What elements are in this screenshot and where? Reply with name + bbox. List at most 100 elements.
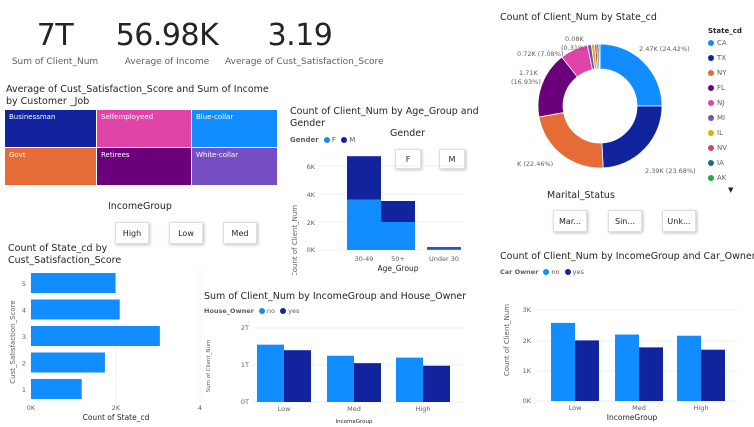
house-bars-xtick-med: Med: [347, 405, 361, 413]
age-chart-ylabel: Count of Client_Num: [291, 205, 299, 275]
age-bar-m-0[interactable]: [347, 156, 381, 200]
age-tick-6k: 6K: [307, 163, 316, 171]
legend-dot: [708, 160, 714, 166]
age-chart: Count of Client_Num 6K 4K 2K 0K 30-49 50+…: [291, 156, 463, 275]
car-tick-2k: 2K: [523, 337, 532, 345]
car-bars-no-high[interactable]: [677, 335, 701, 401]
donut-label-tx: 2.39K (23.68%): [645, 167, 696, 175]
donut-slice-ca[interactable]: [599, 43, 663, 107]
car-chart-xlabel: IncomeGroup: [607, 413, 658, 422]
legend-label: NY: [717, 69, 727, 77]
donut-slice-tx[interactable]: [601, 105, 663, 169]
legend-dot: [708, 175, 714, 181]
legend-dot: [708, 130, 714, 136]
state-bar-4[interactable]: [31, 299, 120, 320]
donut-legend-item-ny[interactable]: NY: [708, 69, 750, 84]
donut-legend-item-nj[interactable]: NJ: [708, 99, 750, 114]
treemap-cell-white-collar[interactable]: White-collar: [192, 148, 278, 186]
house-tick-1t: 1T: [241, 361, 249, 369]
income-slicer-med[interactable]: Med: [223, 222, 257, 244]
state-bar-2[interactable]: [31, 352, 105, 373]
state-ytick-4: 4: [22, 307, 26, 315]
house-bars-no-low[interactable]: [257, 344, 284, 402]
legend-label: MI: [717, 114, 726, 122]
donut-label-ak-1: 0.08K: [565, 35, 584, 43]
age-chart-legend: Gender F M: [290, 136, 355, 144]
gender-slicer-f[interactable]: F: [395, 149, 421, 169]
car-bars-yes-high[interactable]: [701, 349, 725, 401]
age-tick-0k: 0K: [307, 246, 316, 254]
donut-label-nj: 0.72K (7.08%): [517, 50, 564, 58]
donut-legend-item-il[interactable]: IL: [708, 129, 750, 144]
state-bar-3[interactable]: [31, 326, 160, 346]
age-bar-m-2[interactable]: [427, 247, 461, 249]
donut-slice-ak[interactable]: [598, 43, 601, 70]
house-bars-xtick-high: High: [416, 405, 431, 413]
age-bar-f-0[interactable]: [347, 199, 381, 250]
donut-legend-item-mi[interactable]: MI: [708, 114, 750, 129]
car-bars-yes-low[interactable]: [575, 340, 599, 401]
house-bars-no-high[interactable]: [396, 357, 423, 402]
house-tick-0t: 0T: [241, 398, 249, 406]
car-bars-yes-med[interactable]: [639, 347, 663, 401]
state-bar-5[interactable]: [31, 273, 116, 293]
state-ytick-1: 1: [22, 386, 26, 394]
age-tick-2k: 2K: [307, 219, 316, 227]
car-bars-no-low[interactable]: [551, 322, 575, 401]
donut-label-fl-1: 1.71K: [519, 69, 538, 77]
state-xtick-4k: 4: [198, 404, 202, 412]
house-legend-yes: yes: [288, 307, 300, 315]
house-bars-yes-low[interactable]: [284, 350, 311, 402]
state-bar-1[interactable]: [31, 379, 82, 399]
treemap-cell-businessman[interactable]: Businessman: [5, 110, 97, 148]
state-ytick-5: 5: [22, 280, 26, 288]
treemap-cell-retirees[interactable]: Retirees: [97, 148, 192, 186]
donut-legend-item-ak[interactable]: AK: [708, 174, 750, 189]
car-chart-ylabel: Count of Client_Num: [503, 304, 511, 376]
donut-title: Count of Client_Num by State_cd: [500, 12, 657, 23]
age-tick-4k: 4K: [307, 191, 316, 199]
marital-slicer-married[interactable]: Mar...: [553, 210, 587, 232]
house-bars-yes-high[interactable]: [423, 365, 450, 402]
donut-legend-item-fl[interactable]: FL: [708, 84, 750, 99]
kpi-client-count-value: 7T: [36, 18, 74, 53]
kpi-satisfaction-label: Average of Cust_Satisfaction_Score: [225, 57, 384, 67]
car-tick-1k: 1K: [523, 367, 532, 375]
donut-legend-item-nv[interactable]: NV: [708, 144, 750, 159]
house-bars-no-med[interactable]: [327, 355, 354, 402]
legend-f-dot: [323, 137, 330, 143]
treemap-cell-selfemployeed[interactable]: Selfemployeed: [97, 110, 192, 148]
legend-dot: [708, 85, 714, 91]
age-bar-f-2[interactable]: [427, 248, 461, 250]
income-slicer-low[interactable]: Low: [169, 222, 203, 244]
treemap[interactable]: Businessman Selfemployeed Blue-collar Go…: [5, 110, 278, 186]
legend-dot: [708, 100, 714, 106]
donut-legend-item-ia[interactable]: IA: [708, 159, 750, 174]
marital-slicer-single[interactable]: Sin...: [608, 210, 642, 232]
donut-legend: State_cd CA TX NY FL NJ MI IL NV IA AK: [708, 27, 750, 189]
marital-slicer-unknown[interactable]: Unk...: [662, 210, 696, 232]
house-bars-yes-med[interactable]: [354, 363, 381, 402]
legend-no-dot: [543, 269, 550, 275]
legend-yes-dot: [564, 269, 571, 275]
age-bar-m-1[interactable]: [381, 201, 415, 222]
donut-legend-item-ca[interactable]: CA: [708, 39, 750, 54]
age-xtick-2: Under 30: [429, 255, 459, 263]
car-chart-legend: Car Owner no yes: [500, 268, 584, 276]
donut-legend-item-tx[interactable]: TX: [708, 54, 750, 69]
state-bar-ylabel: Cust_Satisfaction_Score: [9, 300, 17, 383]
car-tick-3k: 3K: [523, 306, 532, 314]
legend-scroll-down-icon[interactable]: ▼: [728, 186, 734, 194]
car-bars-xtick-med: Med: [632, 404, 646, 412]
donut-chart[interactable]: 2.47K (24.42%) 2.39K (23.68%) K (22.46%)…: [495, 28, 705, 188]
treemap-cell-govt[interactable]: Govt: [5, 148, 97, 186]
house-chart-ylabel: Sum of Client_Num: [206, 340, 212, 393]
treemap-cell-blue-collar[interactable]: Blue-collar: [192, 110, 278, 148]
age-xtick-0: 30-49: [355, 255, 374, 263]
age-bar-f-1[interactable]: [381, 222, 415, 250]
gender-slicer-m[interactable]: M: [439, 149, 465, 169]
kpi-satisfaction-value: 3.19: [267, 18, 333, 53]
car-bars-no-med[interactable]: [615, 334, 639, 401]
income-slicer-high[interactable]: High: [115, 222, 149, 244]
car-bars-xtick-high: High: [694, 404, 709, 412]
